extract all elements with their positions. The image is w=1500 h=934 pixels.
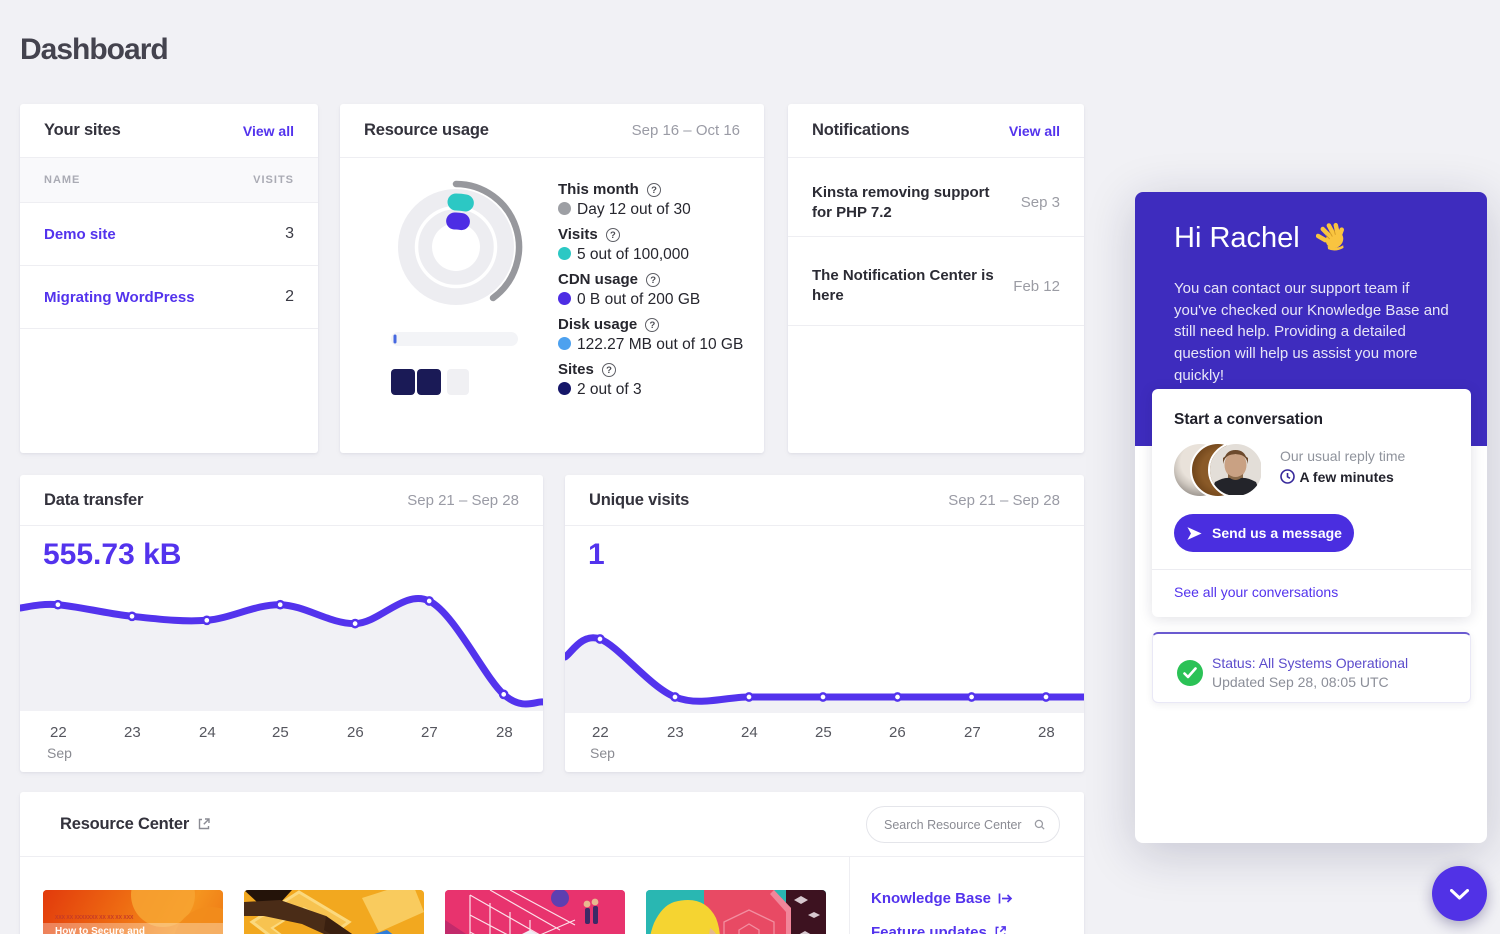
svg-text:How to Secure and: How to Secure and [55,926,145,934]
svg-text:XXX XX XXXXXXX XX XX XX XXX: XXX XX XXXXXXX XX XX XX XXX [55,915,134,921]
